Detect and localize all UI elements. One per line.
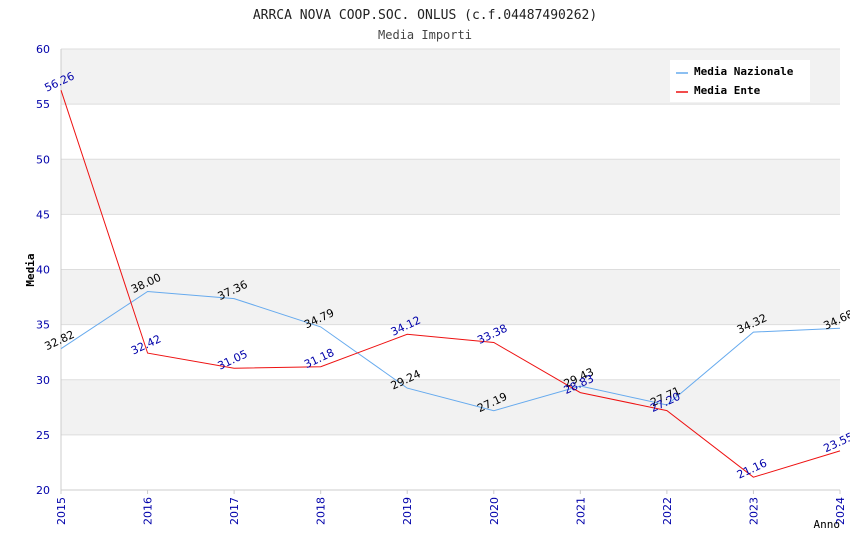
x-tick-label: 2019 (401, 497, 414, 525)
grid-band (61, 379, 840, 435)
x-tick-label: 2024 (834, 497, 847, 525)
axes (60, 49, 841, 494)
grid-band (61, 159, 840, 215)
legend: Media Nazionale Media Ente (670, 60, 810, 102)
y-tick-label: 55 (36, 98, 50, 111)
y-tick-label: 20 (36, 484, 50, 497)
x-tick-label: 2016 (142, 497, 155, 525)
y-tick-label: 50 (36, 153, 50, 166)
legend-label-nazionale: Media Nazionale (694, 65, 794, 78)
y-tick-label: 40 (36, 264, 50, 277)
series-line-nazionale (60, 290, 841, 412)
x-tick-labels: 2015 2016 2017 2018 2019 2020 2021 2022 2023 2024 (55, 497, 847, 525)
series-line-ente (60, 90, 841, 478)
grid-band (61, 269, 840, 325)
y-tick-label: 30 (36, 374, 50, 387)
grid-lines (61, 48, 840, 491)
grid-bands (61, 49, 840, 435)
x-axis-title: Anno (814, 518, 841, 531)
y-tick-labels: 20 25 30 35 40 45 50 55 60 (36, 43, 50, 497)
y-tick-label: 25 (36, 429, 50, 442)
series-lines (60, 90, 841, 478)
x-tick-label: 2018 (315, 497, 328, 525)
y-tick-label: 35 (36, 319, 50, 332)
x-tick-label: 2023 (747, 497, 760, 525)
legend-box (670, 60, 810, 102)
x-tick-label: 2022 (661, 497, 674, 525)
x-tick-label: 2017 (228, 497, 241, 525)
y-tick-label: 45 (36, 208, 50, 221)
legend-label-ente: Media Ente (694, 84, 761, 97)
chart-title: ARRCA NOVA COOP.SOC. ONLUS (c.f.04487490… (253, 8, 597, 23)
x-tick-label: 2020 (488, 497, 501, 525)
x-tick-label: 2015 (55, 497, 68, 525)
y-tick-label: 60 (36, 43, 50, 56)
chart-subtitle: Media Importi (378, 28, 472, 42)
y-axis-title: Media (24, 253, 37, 286)
x-tick-label: 2021 (574, 497, 587, 525)
